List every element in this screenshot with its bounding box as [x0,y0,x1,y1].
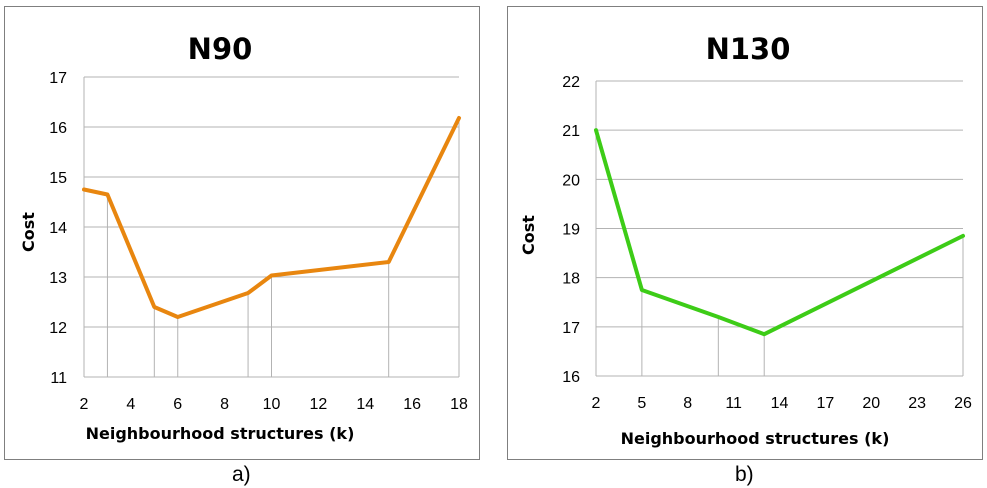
data-point [594,128,598,132]
y-axis-label: Cost [19,212,38,252]
chart-title: N130 [706,32,791,66]
x-tick-label: 2 [80,396,89,413]
y-tick-label: 17 [562,320,580,337]
chart-panel-n130: N130 16 17 18 19 20 21 22 2 5 8 11 14 17 20 23 26 Neig… [507,6,983,460]
x-tick-label: 14 [771,395,789,412]
series-line [594,128,965,337]
x-tick-label: 26 [954,395,972,412]
chart-title: N90 [188,32,253,66]
data-point [762,332,766,336]
y-tick-label: 16 [562,369,580,386]
y-tick-label: 11 [50,370,67,387]
y-tick-label: 18 [562,271,580,288]
data-point [716,315,720,319]
data-point [176,315,180,319]
y-tick-label: 12 [49,320,67,337]
x-tick-label: 8 [220,396,229,413]
y-tick-label: 15 [49,170,67,187]
y-tick-label: 21 [562,123,580,140]
x-tick-label: 10 [263,396,281,413]
x-tick-label: 11 [725,395,742,412]
caption-a: a) [232,463,251,486]
x-tick-label: 16 [403,396,421,413]
x-tick-label: 2 [592,395,601,412]
x-axis-label: Neighbourhood structures (k) [621,429,890,448]
x-tick-label: 12 [309,396,327,413]
chart-n130: N130 16 17 18 19 20 21 22 2 5 8 11 14 17 20 23 26 Neig… [519,32,972,448]
data-point [105,193,109,196]
y-tick-label: 16 [49,120,67,137]
data-point [246,291,250,295]
x-tick-label: 20 [862,395,880,412]
y-tick-label: 13 [49,270,67,287]
y-axis-label: Cost [519,215,538,255]
data-point [640,288,644,292]
y-tick-label: 20 [562,172,580,189]
data-point [270,274,273,277]
x-tick-label: 14 [356,396,374,413]
x-tick-label: 23 [908,395,926,412]
x-tick-label: 4 [126,396,135,413]
data-point [152,305,156,309]
x-tick-label: 5 [637,395,646,412]
chart-n90: N90 11 12 13 14 15 16 17 2 4 6 8 10 12 14 16 18 Neighb… [19,32,468,443]
y-tick-label: 17 [49,70,67,87]
data-point [961,234,965,238]
y-tick-label: 22 [562,74,580,91]
x-axis-label: Neighbourhood structures (k) [86,424,355,443]
chart-panel-n90: N90 11 12 13 14 15 16 17 2 4 6 8 10 12 14 16 18 Neighb… [4,6,480,460]
series-line [82,116,461,319]
x-tick-label: 17 [816,395,834,412]
x-tick-label: 6 [173,396,182,413]
data-point [457,116,461,120]
data-point [387,260,391,264]
data-point [82,188,86,191]
x-tick-label: 8 [683,395,692,412]
x-tick-label: 18 [450,396,468,413]
caption-b: b) [735,463,754,486]
y-tick-label: 19 [562,222,580,239]
y-tick-label: 14 [49,220,67,237]
